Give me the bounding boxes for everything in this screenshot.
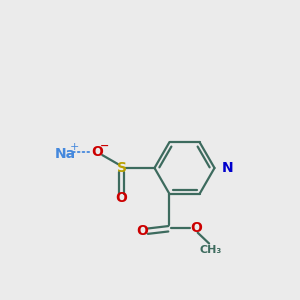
Text: O: O bbox=[136, 224, 148, 238]
Text: CH₃: CH₃ bbox=[199, 245, 221, 255]
Text: S: S bbox=[116, 161, 127, 175]
Text: Na: Na bbox=[55, 147, 76, 161]
Text: O: O bbox=[116, 191, 128, 205]
Text: −: − bbox=[100, 140, 109, 151]
Text: +: + bbox=[70, 142, 79, 152]
Text: O: O bbox=[91, 145, 103, 158]
Text: N: N bbox=[222, 161, 234, 175]
Text: O: O bbox=[190, 221, 202, 236]
